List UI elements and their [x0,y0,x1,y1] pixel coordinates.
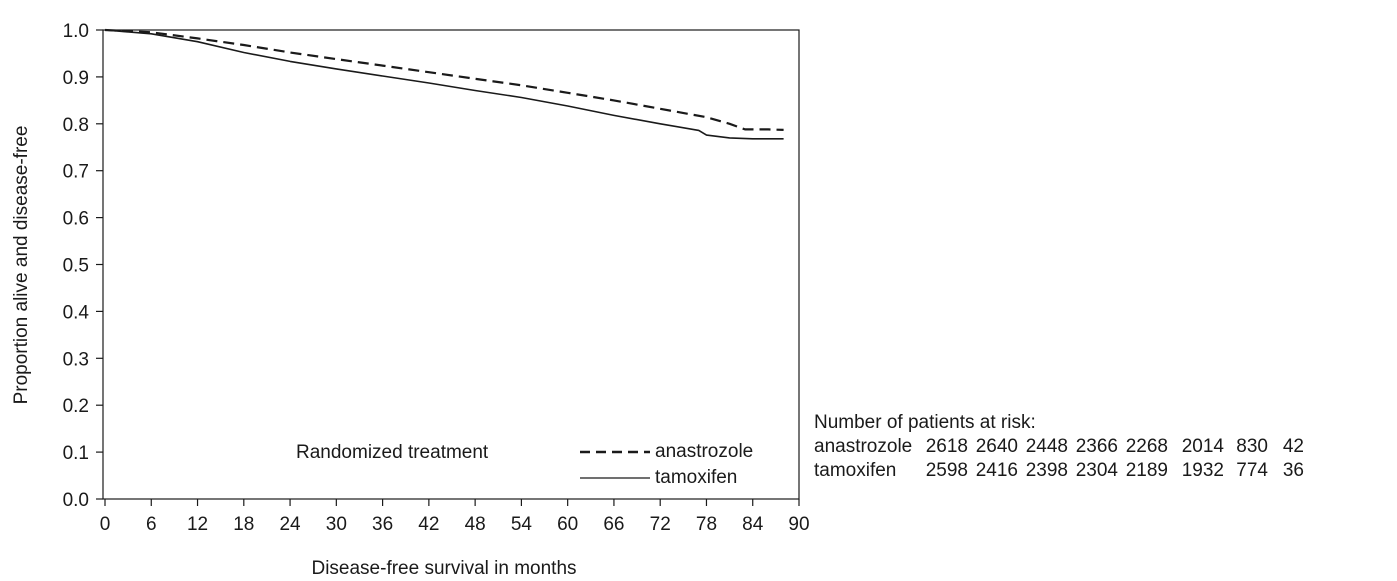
x-axis-label: Disease-free survival in months [311,558,576,579]
risk-cell: 36 [1282,460,1304,481]
risk-row-label: anastrozole [814,436,913,457]
y-tick-label: 0.5 [63,256,89,277]
x-tick-label: 90 [788,514,809,535]
x-tick-label: 54 [511,514,533,535]
x-tick-label: 6 [146,514,157,535]
y-tick-label: 1.0 [63,21,89,42]
legend-label-anastrozole: anastrozole [655,441,753,462]
x-tick-label: 30 [326,514,347,535]
x-tick-label: 42 [418,514,439,535]
risk-row-label: tamoxifen [814,460,897,481]
x-tick-label: 60 [557,514,578,535]
x-tick-label: 72 [650,514,671,535]
y-tick-label: 0.1 [63,443,89,464]
risk-cell: 2398 [1025,460,1068,481]
risk-cell: 2448 [1025,436,1068,457]
series-line-anastrozole [104,28,784,131]
x-tick-label: 84 [742,514,764,535]
x-tick-label: 12 [187,514,208,535]
risk-row-tamoxifen: tamoxifen 2598 2416 2398 2304 2189 1932 … [814,459,1304,483]
legend-label-tamoxifen: tamoxifen [655,467,737,488]
y-tick-label: 0.4 [63,302,90,323]
x-axis: 0 6 12 18 24 30 36 42 48 54 60 66 72 78 84 90 [100,499,810,535]
y-axis-label: Proportion alive and disease-free [11,126,32,405]
x-tick-label: 48 [465,514,486,535]
risk-cell: 2416 [975,460,1018,481]
risk-cell: 2268 [1125,436,1168,457]
risk-row-anastrozole: anastrozole 2618 2640 2448 2366 2268 201… [814,435,1304,459]
legend: Randomized treatment anastrozole tamoxif… [296,441,753,488]
risk-cell: 2598 [925,460,968,481]
plot-frame [102,29,800,500]
y-tick-label: 0.9 [63,68,89,89]
risk-cell: 2640 [975,436,1018,457]
risk-table-title: Number of patients at risk: [814,412,1036,433]
series-line-tamoxifen [104,29,784,140]
y-tick-label: 0.7 [63,162,89,183]
y-tick-label: 0.3 [63,349,89,370]
risk-cell: 830 [1236,436,1268,457]
risk-cell: 2618 [925,436,968,457]
y-tick-label: 0.2 [63,396,89,417]
x-tick-label: 36 [372,514,393,535]
x-tick-label: 18 [233,514,254,535]
y-tick-label: 0.6 [63,209,89,230]
x-tick-label: 0 [100,514,111,535]
risk-cell: 2014 [1181,436,1224,457]
x-tick-label: 24 [279,514,301,535]
risk-cell: 2366 [1075,436,1118,457]
y-axis: 0.0 0.1 0.2 0.3 0.4 0.5 0.6 0.7 0.8 0.9 1.0 [63,21,103,511]
risk-cell: 1932 [1181,460,1224,481]
x-tick-label: 78 [696,514,717,535]
series-layer [104,28,784,140]
legend-title: Randomized treatment [296,442,489,463]
risk-cell: 2304 [1075,460,1118,481]
x-tick-label: 66 [603,514,624,535]
patients-at-risk-table: Number of patients at risk: anastrozole … [814,411,1304,483]
risk-cell: 42 [1282,436,1304,457]
y-tick-label: 0.0 [63,490,89,511]
y-tick-label: 0.8 [63,115,89,136]
risk-cell: 774 [1236,460,1268,481]
risk-cell: 2189 [1125,460,1168,481]
